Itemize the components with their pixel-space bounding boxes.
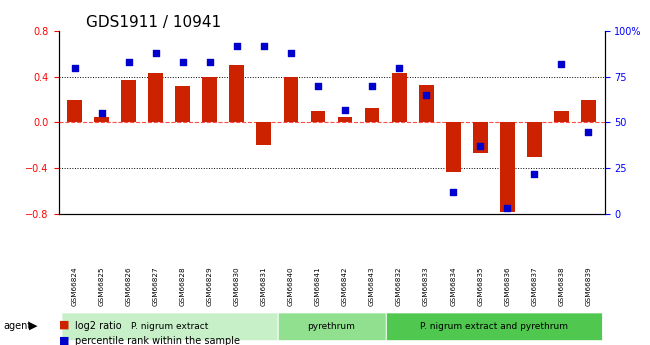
- Bar: [202, 77, 217, 122]
- Point: [529, 171, 539, 176]
- Point: [421, 92, 432, 98]
- Point: [177, 59, 188, 65]
- Point: [151, 50, 161, 56]
- Text: percentile rank within the sample: percentile rank within the sample: [75, 336, 240, 345]
- Text: agent: agent: [3, 321, 31, 331]
- Bar: [337, 117, 352, 122]
- FancyBboxPatch shape: [62, 313, 278, 341]
- Bar: [68, 100, 82, 122]
- Bar: [473, 122, 488, 153]
- Point: [367, 83, 377, 89]
- Bar: [283, 77, 298, 122]
- Text: GSM66827: GSM66827: [153, 266, 159, 306]
- Text: GSM66830: GSM66830: [234, 266, 240, 306]
- Point: [448, 189, 458, 195]
- Point: [556, 61, 566, 67]
- Bar: [311, 111, 326, 122]
- Bar: [122, 80, 136, 122]
- Point: [259, 43, 269, 48]
- Point: [583, 129, 593, 135]
- Point: [231, 43, 242, 48]
- Text: GSM66843: GSM66843: [369, 266, 375, 306]
- Bar: [500, 122, 515, 211]
- Bar: [148, 73, 163, 122]
- Text: GSM66826: GSM66826: [126, 266, 132, 306]
- Text: ■: ■: [58, 320, 69, 330]
- Point: [394, 65, 404, 70]
- Text: GSM66838: GSM66838: [558, 266, 564, 306]
- Text: GSM66832: GSM66832: [396, 266, 402, 306]
- Bar: [176, 86, 190, 122]
- Text: P. nigrum extract and pyrethrum: P. nigrum extract and pyrethrum: [420, 322, 567, 331]
- Text: GSM66831: GSM66831: [261, 266, 267, 306]
- Text: GSM66841: GSM66841: [315, 266, 321, 306]
- Text: ■: ■: [58, 335, 69, 345]
- Bar: [446, 122, 461, 171]
- Bar: [392, 73, 406, 122]
- Text: ▶: ▶: [29, 321, 38, 331]
- Text: GSM66840: GSM66840: [288, 266, 294, 306]
- Bar: [526, 122, 541, 157]
- Text: GSM66837: GSM66837: [531, 266, 537, 306]
- Text: GSM66828: GSM66828: [180, 266, 186, 306]
- Bar: [229, 65, 244, 122]
- Text: GSM66836: GSM66836: [504, 266, 510, 306]
- Point: [124, 59, 134, 65]
- Text: GSM66842: GSM66842: [342, 266, 348, 306]
- Point: [475, 144, 486, 149]
- Text: GSM66834: GSM66834: [450, 266, 456, 306]
- Bar: [257, 122, 271, 145]
- Text: GSM66833: GSM66833: [423, 266, 429, 306]
- Text: log2 ratio: log2 ratio: [75, 321, 122, 331]
- Text: GSM66839: GSM66839: [585, 266, 592, 306]
- Bar: [554, 111, 569, 122]
- Point: [97, 110, 107, 116]
- Bar: [94, 117, 109, 122]
- Text: GDS1911 / 10941: GDS1911 / 10941: [86, 15, 221, 30]
- Point: [286, 50, 296, 56]
- Text: GSM66829: GSM66829: [207, 266, 213, 306]
- Text: GSM66835: GSM66835: [477, 266, 483, 306]
- FancyBboxPatch shape: [278, 313, 386, 341]
- Point: [205, 59, 215, 65]
- FancyBboxPatch shape: [386, 313, 603, 341]
- Point: [502, 206, 512, 211]
- Bar: [581, 100, 595, 122]
- Point: [70, 65, 80, 70]
- Text: GSM66824: GSM66824: [72, 266, 78, 306]
- Text: pyrethrum: pyrethrum: [307, 322, 356, 331]
- Bar: [419, 85, 434, 122]
- Text: P. nigrum extract: P. nigrum extract: [131, 322, 208, 331]
- Bar: [365, 108, 380, 122]
- Point: [313, 83, 323, 89]
- Point: [340, 107, 350, 112]
- Text: GSM66825: GSM66825: [99, 266, 105, 306]
